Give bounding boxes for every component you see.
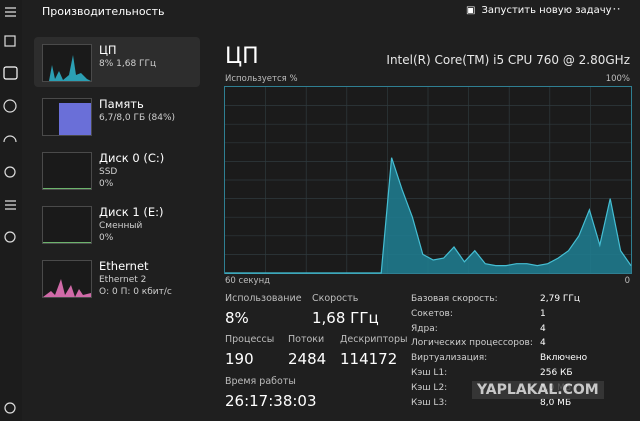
run-task-label[interactable]: Запустить новую задачу [481,5,612,16]
item-name: Ethernet [99,259,149,273]
detail-label: Базовая скорость: [411,294,498,304]
item-detail: 6,7/8,0 ГБ (84%) [99,113,176,123]
thumb-graph [43,242,91,243]
sidebar-item[interactable]: Диск 1 (E:) Сменный 0% [34,199,200,249]
watermark: YAPLAKAL.COM [472,381,604,399]
cpu-line [225,157,632,274]
cpu-area [225,157,631,273]
services-icon[interactable] [4,231,16,243]
cpu-model: Intel(R) Core(TM) i5 CPU 760 @ 2.80GHz [386,53,630,67]
item-name: ЦП [99,43,117,57]
users-icon[interactable] [4,166,16,178]
graph-max-label: 100% [605,74,630,84]
item-detail2: 0% [99,233,114,243]
details-icon[interactable] [5,200,16,210]
cpu-graph [224,86,632,274]
item-detail: Ethernet 2 [99,275,147,285]
item-detail: 8% 1,68 ГГц [99,59,157,69]
stat-label: Использование [225,293,302,304]
stat-value: 190 [225,350,254,368]
item-detail2: О: 0 П: 0 кбит/с [99,287,172,297]
menu-icon[interactable] [5,7,16,17]
item-thumbnail [42,260,92,298]
stat-value: 26:17:38:03 [225,392,317,410]
thumb-graph [59,103,91,135]
detail-value: Включено [540,353,588,364]
stat-label: Дескрипторы [340,334,408,345]
detail-label: Кэш L1: [411,368,448,378]
settings-icon[interactable] [4,402,16,414]
detail-value: 1 [540,308,546,319]
detail-value: 8,0 МБ [540,397,572,408]
item-detail2: 0% [99,179,114,189]
graph-x-left: 60 секунд [225,276,271,286]
processes-icon[interactable] [4,35,16,47]
stat-value: 2484 [288,350,327,368]
stat-label: Потоки [288,334,325,345]
detail-label: Сокетов: [411,308,453,319]
sidebar-item[interactable]: Память 6,7/8,0 ГБ (84%) [34,91,200,141]
item-detail: Сменный [99,221,143,231]
stat-value: 114172 [340,350,398,368]
stat-value: 8% [225,309,249,327]
stat-label: Скорость [312,293,359,304]
stat-label: Процессы [225,334,275,345]
run-task-button[interactable]: ▣ Запустить новую задачу [466,5,612,16]
item-name: Диск 1 (E:) [99,205,164,219]
main-title: ЦП [225,44,259,69]
item-thumbnail [42,98,92,136]
item-thumbnail [42,206,92,244]
item-name: Диск 0 (C:) [99,151,165,165]
stat-label: Время работы [225,376,296,387]
item-name: Память [99,97,144,111]
item-detail: SSD [99,167,118,177]
detail-value: 2,79 ГГц [540,294,581,304]
sidebar-item[interactable]: ЦП 8% 1,68 ГГц [34,37,200,87]
thumb-graph [43,279,91,297]
detail-value: 4 [540,323,546,334]
nav-icons [3,7,18,414]
thumb-graph [43,55,91,81]
detail-label: Виртуализация: [411,353,488,364]
more-button[interactable]: ⋯ [608,2,621,17]
performance-icon[interactable] [3,66,18,80]
detail-label: Кэш L3: [411,397,448,408]
thumb-graph [43,188,91,189]
detail-label: Кэш L2: [411,382,448,393]
startup-icon[interactable] [3,135,17,143]
item-thumbnail [42,44,92,82]
history-icon[interactable] [3,99,17,113]
stat-value: 1,68 ГГц [312,309,379,327]
nav-rail [0,0,22,421]
item-thumbnail [42,152,92,190]
graph-x-right: 0 [624,276,630,286]
sidebar-item[interactable]: Диск 0 (C:) SSD 0% [34,145,200,195]
header-title: Производительность [42,5,165,18]
detail-value: 256 КБ [540,368,573,378]
sidebar-item[interactable]: Ethernet Ethernet 2 О: 0 П: 0 кбит/с [34,253,200,303]
detail-value: 4 [540,338,546,349]
detail-label: Логических процессоров: [411,338,533,349]
graph-label: Используется % [225,74,298,84]
detail-label: Ядра: [411,323,438,334]
